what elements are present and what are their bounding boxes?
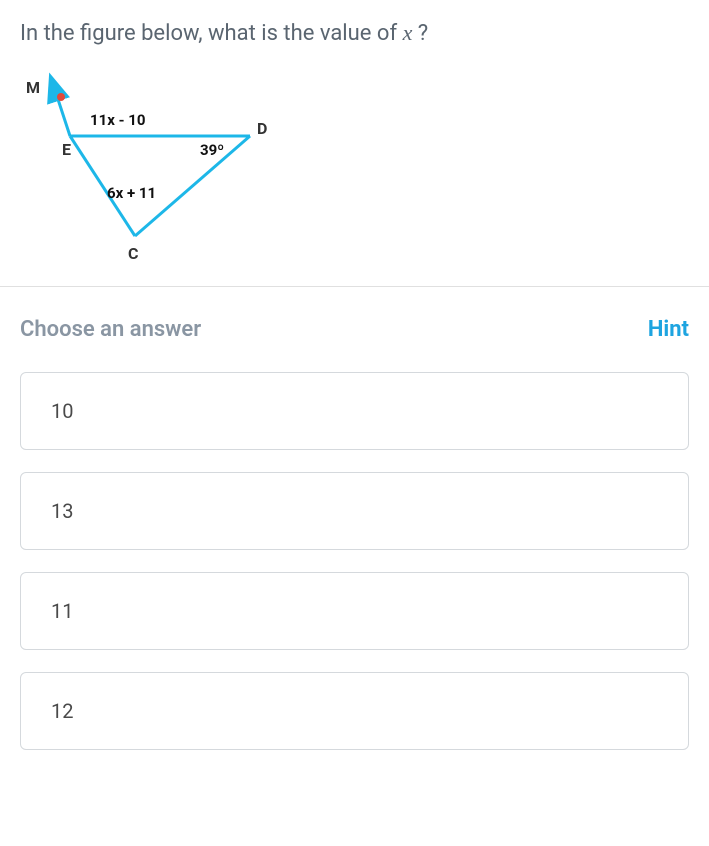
answer-option-3[interactable]: 12 (20, 672, 689, 750)
hint-button[interactable]: Hint (648, 317, 689, 342)
label-C: C (128, 244, 138, 263)
label-E: E (62, 140, 71, 159)
question-suffix: ? (418, 21, 428, 46)
expr-ED: 11x - 10 (90, 111, 145, 129)
answer-option-1[interactable]: 13 (20, 472, 689, 550)
label-M: M (26, 78, 40, 97)
answer-option-0[interactable]: 10 (20, 372, 689, 450)
label-D: D (257, 119, 267, 138)
question-prefix: In the figure below, what is the value o… (20, 21, 403, 46)
figure-svg (20, 66, 300, 266)
choose-label: Choose an answer (20, 317, 201, 342)
divider (0, 286, 709, 287)
question-variable: x (403, 20, 413, 45)
choose-row: Choose an answer Hint (20, 317, 689, 342)
geometry-figure: M E D C 11x - 10 39º 6x + 11 (20, 66, 300, 266)
expr-EC: 6x + 11 (107, 184, 156, 202)
answer-option-2[interactable]: 11 (20, 572, 689, 650)
angle-D: 39º (200, 141, 224, 159)
question-text: In the figure below, what is the value o… (20, 20, 689, 46)
